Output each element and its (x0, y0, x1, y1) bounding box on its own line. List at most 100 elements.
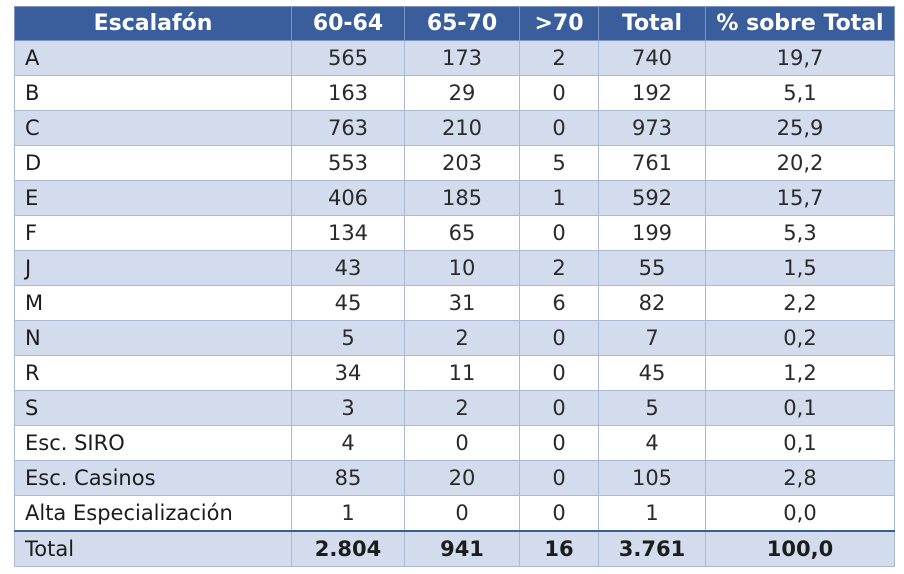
table-row: F 134 65 0 199 5,3 (14, 215, 895, 251)
cell-percent: 1,5 (705, 250, 895, 286)
cell-over-70: 0 (519, 320, 599, 356)
total-row: Total 2.804 941 16 3.761 100,0 (14, 530, 895, 567)
cell-60-64: 4 (291, 425, 405, 461)
cell-60-64: 1 (291, 495, 405, 532)
table-row: E 406 185 1 592 15,7 (14, 180, 895, 216)
cell-escalafon: J (14, 250, 292, 286)
cell-60-64: 163 (291, 75, 405, 111)
cell-escalafon: F (14, 215, 292, 251)
cell-escalafon: Alta Especialización (14, 495, 292, 532)
cell-65-70: 2 (404, 320, 520, 356)
cell-escalafon: A (14, 40, 292, 76)
header-over-70: >70 (519, 6, 599, 41)
total-cell-percent: 100,0 (705, 530, 895, 567)
cell-over-70: 0 (519, 390, 599, 426)
cell-percent: 2,2 (705, 285, 895, 321)
cell-65-70: 185 (404, 180, 520, 216)
header-percent: % sobre Total (705, 6, 895, 41)
cell-percent: 0,1 (705, 425, 895, 461)
cell-60-64: 85 (291, 460, 405, 496)
table-row: D 553 203 5 761 20,2 (14, 145, 895, 181)
cell-total: 55 (598, 250, 706, 286)
cell-percent: 1,2 (705, 355, 895, 391)
cell-over-70: 5 (519, 145, 599, 181)
cell-total: 199 (598, 215, 706, 251)
cell-65-70: 10 (404, 250, 520, 286)
header-total: Total (598, 6, 706, 41)
cell-percent: 0,1 (705, 390, 895, 426)
table-row: M 45 31 6 82 2,2 (14, 285, 895, 321)
cell-65-70: 20 (404, 460, 520, 496)
cell-total: 82 (598, 285, 706, 321)
header-65-70: 65-70 (404, 6, 520, 41)
cell-over-70: 1 (519, 180, 599, 216)
cell-over-70: 0 (519, 110, 599, 146)
cell-escalafon: E (14, 180, 292, 216)
cell-60-64: 34 (291, 355, 405, 391)
total-cell-total: 3.761 (598, 530, 706, 567)
cell-over-70: 0 (519, 215, 599, 251)
cell-escalafon: D (14, 145, 292, 181)
table-row: Esc. SIRO 4 0 0 4 0,1 (14, 425, 895, 461)
cell-total: 973 (598, 110, 706, 146)
table-row: J 43 10 2 55 1,5 (14, 250, 895, 286)
table-row: R 34 11 0 45 1,2 (14, 355, 895, 391)
cell-60-64: 565 (291, 40, 405, 76)
cell-percent: 25,9 (705, 110, 895, 146)
escalafon-table: Escalafón 60-64 65-70 >70 Total % sobre … (14, 6, 895, 567)
cell-65-70: 11 (404, 355, 520, 391)
cell-60-64: 45 (291, 285, 405, 321)
cell-over-70: 0 (519, 495, 599, 532)
cell-escalafon: N (14, 320, 292, 356)
cell-escalafon: Esc. SIRO (14, 425, 292, 461)
cell-escalafon: S (14, 390, 292, 426)
cell-60-64: 763 (291, 110, 405, 146)
total-cell-60-64: 2.804 (291, 530, 405, 567)
cell-60-64: 134 (291, 215, 405, 251)
cell-percent: 5,1 (705, 75, 895, 111)
cell-over-70: 2 (519, 250, 599, 286)
cell-65-70: 31 (404, 285, 520, 321)
cell-total: 740 (598, 40, 706, 76)
table-row: C 763 210 0 973 25,9 (14, 110, 895, 146)
total-cell-escalafon: Total (14, 530, 292, 567)
table-row: S 3 2 0 5 0,1 (14, 390, 895, 426)
total-cell-over-70: 16 (519, 530, 599, 567)
cell-percent: 0,2 (705, 320, 895, 356)
table-container: Escalafón 60-64 65-70 >70 Total % sobre … (14, 6, 895, 567)
cell-over-70: 0 (519, 460, 599, 496)
table-row: N 5 2 0 7 0,2 (14, 320, 895, 356)
cell-escalafon: B (14, 75, 292, 111)
cell-percent: 5,3 (705, 215, 895, 251)
cell-percent: 0,0 (705, 495, 895, 532)
cell-over-70: 2 (519, 40, 599, 76)
cell-65-70: 0 (404, 425, 520, 461)
cell-total: 192 (598, 75, 706, 111)
cell-percent: 2,8 (705, 460, 895, 496)
header-escalafon: Escalafón (14, 6, 292, 41)
cell-percent: 19,7 (705, 40, 895, 76)
cell-60-64: 43 (291, 250, 405, 286)
cell-total: 761 (598, 145, 706, 181)
cell-total: 592 (598, 180, 706, 216)
cell-over-70: 0 (519, 425, 599, 461)
cell-60-64: 5 (291, 320, 405, 356)
table-row: B 163 29 0 192 5,1 (14, 75, 895, 111)
cell-60-64: 3 (291, 390, 405, 426)
cell-escalafon: Esc. Casinos (14, 460, 292, 496)
table-row: Alta Especialización 1 0 0 1 0,0 (14, 495, 895, 532)
cell-percent: 15,7 (705, 180, 895, 216)
cell-65-70: 203 (404, 145, 520, 181)
cell-total: 45 (598, 355, 706, 391)
header-60-64: 60-64 (291, 6, 405, 41)
cell-escalafon: R (14, 355, 292, 391)
cell-65-70: 2 (404, 390, 520, 426)
cell-percent: 20,2 (705, 145, 895, 181)
total-cell-65-70: 941 (404, 530, 520, 567)
cell-escalafon: M (14, 285, 292, 321)
table-row: A 565 173 2 740 19,7 (14, 40, 895, 76)
cell-total: 4 (598, 425, 706, 461)
table-row: Esc. Casinos 85 20 0 105 2,8 (14, 460, 895, 496)
cell-escalafon: C (14, 110, 292, 146)
cell-60-64: 553 (291, 145, 405, 181)
